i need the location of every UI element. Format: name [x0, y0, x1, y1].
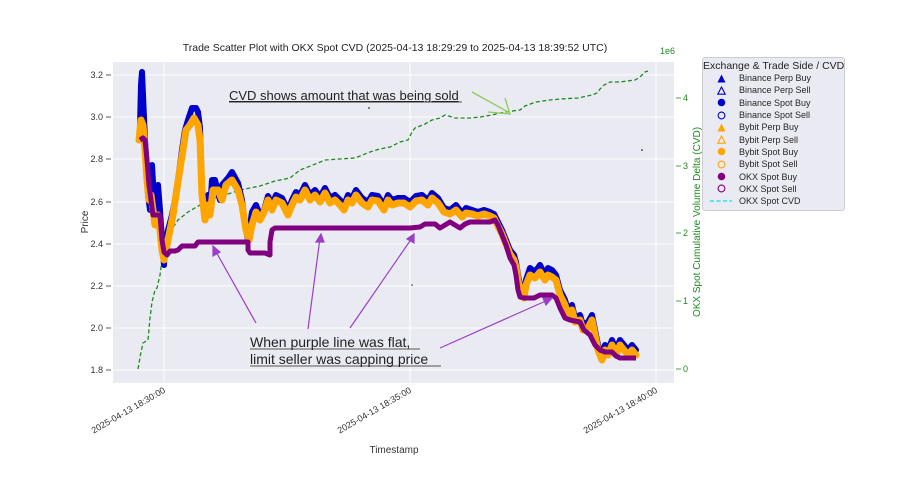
annotation-flat-line2: limit seller was capping price: [250, 351, 428, 367]
triangle-open-icon: [703, 85, 739, 95]
svg-text:2.2: 2.2: [90, 281, 103, 291]
circle-filled-icon: [703, 147, 739, 156]
svg-text:4: 4: [683, 93, 688, 103]
svg-text:3.0: 3.0: [90, 112, 103, 122]
legend-item-binance-perp-sell: Binance Perp Sell: [703, 84, 844, 96]
y2-axis-ticks: 0 1 2 3 4: [683, 93, 688, 374]
svg-text:1.8: 1.8: [90, 365, 103, 375]
annotation-cvd-arrow-icon: [471, 91, 511, 115]
legend-item-bybit-spot-buy: Bybit Spot Buy: [703, 146, 844, 158]
y-axis-label: Price: [80, 210, 91, 233]
legend-item-bybit-perp-sell: Bybit Perp Sell: [703, 133, 844, 145]
legend: Exchange & Trade Side / CVD Binance Perp…: [702, 57, 845, 211]
triangle-open-icon: [703, 135, 739, 144]
triangle-filled-icon: [703, 74, 739, 83]
circle-open-icon: [703, 160, 739, 169]
svg-text:2025-04-13 18:40:00: 2025-04-13 18:40:00: [582, 385, 659, 435]
dashed-line-icon: [703, 199, 739, 203]
y2-axis-label: OKX Spot Cumulative Volume Delta (CVD): [692, 127, 703, 317]
svg-text:2.0: 2.0: [90, 323, 103, 333]
stray-point: [368, 107, 370, 109]
y-axis-tick-marks: [106, 74, 111, 371]
legend-item-okx-spot-buy: OKX Spot Buy: [703, 170, 844, 182]
bybit-price-series: [135, 114, 640, 364]
circle-open-icon: [703, 111, 739, 120]
svg-text:2.8: 2.8: [90, 154, 103, 164]
circle-filled-icon: [703, 98, 739, 107]
legend-item-binance-spot-sell: Binance Spot Sell: [703, 109, 844, 121]
legend-item-bybit-spot-sell: Bybit Spot Sell: [703, 158, 844, 170]
y-axis-ticks: 3.2 3.0 2.8 2.6 2.4 2.2 2.0 1.8: [90, 70, 103, 375]
svg-text:2.6: 2.6: [90, 197, 103, 207]
legend-item-binance-spot-buy: Binance Spot Buy: [703, 97, 844, 109]
y2-axis-tick-marks: [676, 97, 681, 370]
okx-price-series: [138, 135, 636, 361]
legend-item-binance-perp-buy: Binance Perp Buy: [703, 72, 844, 84]
svg-text:2025-04-13 18:35:00: 2025-04-13 18:35:00: [336, 385, 413, 435]
y2-offset-label: 1e6: [660, 46, 675, 56]
svg-text:2: 2: [683, 228, 688, 238]
legend-item-okx-spot-sell: OKX Spot Sell: [703, 183, 844, 195]
cvd-line: [137, 70, 649, 370]
svg-text:2.4: 2.4: [90, 239, 103, 249]
svg-text:2025-04-13 18:30:00: 2025-04-13 18:30:00: [90, 385, 167, 435]
annotation-cvd-text: CVD shows amount that was being sold: [229, 88, 459, 103]
stray-point: [641, 149, 643, 151]
legend-title: Exchange & Trade Side / CVD: [703, 60, 845, 72]
stray-point: [411, 284, 413, 286]
annotation-flat-line1: When purple line was flat,: [250, 334, 410, 350]
chart-title: Trade Scatter Plot with OKX Spot CVD (20…: [183, 42, 608, 54]
annotation-flat-arrows-icon: [212, 232, 554, 349]
triangle-filled-icon: [703, 123, 739, 132]
svg-text:3: 3: [683, 161, 688, 171]
svg-text:3.2: 3.2: [90, 70, 103, 80]
x-axis-ticks: 2025-04-13 18:30:00 2025-04-13 18:35:00 …: [90, 385, 659, 435]
legend-item-bybit-perp-buy: Bybit Perp Buy: [703, 121, 844, 133]
circle-filled-icon: [703, 172, 739, 181]
grid-vertical: [163, 62, 657, 383]
x-axis-label: Timestamp: [369, 445, 419, 456]
svg-text:0: 0: [683, 364, 688, 374]
circle-open-icon: [703, 184, 739, 193]
svg-text:1: 1: [683, 296, 688, 306]
legend-item-okx-spot-cvd: OKX Spot CVD: [703, 195, 844, 207]
